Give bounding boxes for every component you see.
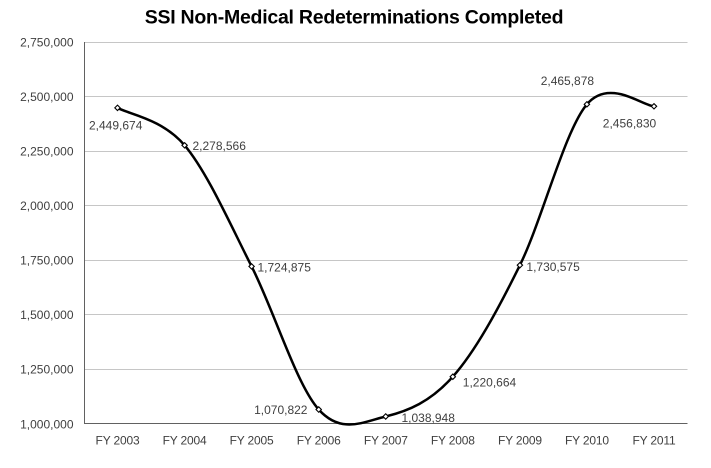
svg-text:1,500,000: 1,500,000	[20, 308, 74, 322]
svg-text:2,449,674: 2,449,674	[89, 119, 143, 133]
svg-text:FY 2009: FY 2009	[498, 434, 542, 448]
svg-text:FY 2004: FY 2004	[163, 434, 207, 448]
svg-text:FY 2003: FY 2003	[96, 434, 140, 448]
svg-text:FY 2008: FY 2008	[431, 434, 475, 448]
svg-text:2,456,830: 2,456,830	[603, 117, 657, 131]
svg-text:2,750,000: 2,750,000	[20, 36, 74, 50]
svg-text:FY 2011: FY 2011	[633, 434, 677, 448]
svg-text:2,278,566: 2,278,566	[193, 139, 247, 153]
svg-text:2,500,000: 2,500,000	[20, 90, 74, 104]
svg-text:FY 2010: FY 2010	[565, 434, 609, 448]
svg-text:FY 2005: FY 2005	[230, 434, 274, 448]
svg-text:1,250,000: 1,250,000	[20, 363, 74, 377]
svg-text:SSI Non-Medical Redeterminatio: SSI Non-Medical Redeterminations Complet…	[145, 7, 564, 29]
svg-text:1,750,000: 1,750,000	[20, 254, 74, 268]
svg-text:1,730,575: 1,730,575	[526, 260, 580, 274]
svg-text:1,220,664: 1,220,664	[463, 375, 517, 389]
svg-text:1,070,822: 1,070,822	[254, 403, 308, 417]
svg-text:1,724,875: 1,724,875	[258, 260, 312, 274]
svg-text:FY 2007: FY 2007	[364, 434, 408, 448]
svg-text:1,000,000: 1,000,000	[20, 417, 74, 431]
svg-text:FY 2006: FY 2006	[297, 434, 341, 448]
svg-text:2,465,878: 2,465,878	[541, 74, 595, 88]
svg-text:2,250,000: 2,250,000	[20, 145, 74, 159]
svg-text:2,000,000: 2,000,000	[20, 199, 74, 213]
svg-text:1,038,948: 1,038,948	[402, 411, 456, 425]
